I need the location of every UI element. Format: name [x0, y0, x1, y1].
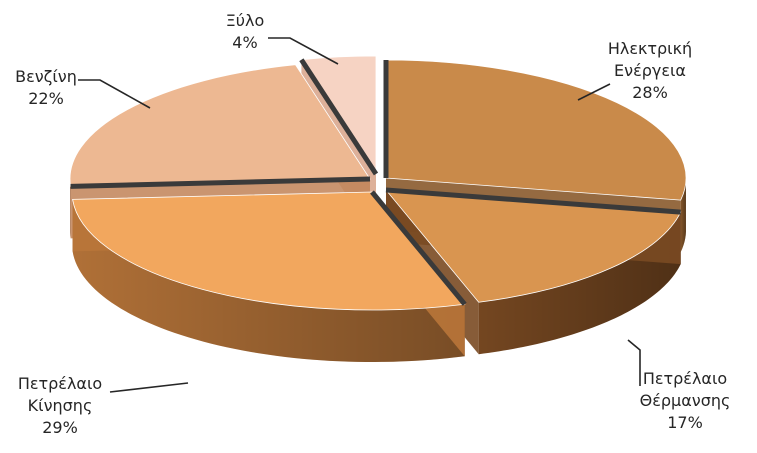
slice-3[interactable] [69, 64, 371, 187]
slice-label-line: Ξύλο [226, 11, 265, 30]
slice-side-shade-2 [72, 199, 465, 362]
slice-separator-1 [385, 187, 681, 215]
slice-separator-2 [370, 190, 467, 306]
slice-label-line: Πετρέλαιο [643, 369, 727, 388]
slice-side-shade-0 [680, 176, 686, 253]
slice-label-line: Ηλεκτρική [608, 39, 692, 58]
slice-side-shade-3 [70, 178, 71, 239]
slice-label-line: 17% [667, 413, 703, 432]
slice-label-line: 29% [42, 418, 78, 437]
slice-label-line: 28% [632, 83, 668, 102]
slice-label-line: 4% [232, 33, 257, 52]
leader-line-4 [268, 37, 339, 65]
slice-labels: Ηλεκτρική Ενέργεια 28% Πετρέλαιο Θέρμανσης 17… [15, 11, 730, 437]
slice-label-4: Ξύλο 4% [226, 11, 265, 52]
slice-label-2: Πετρέλαιο Κίνησης 29% [18, 374, 102, 437]
slice-label-3: Βενζίνη 22% [15, 67, 77, 108]
slice-separator-3 [70, 176, 371, 189]
leader-line-2 [109, 382, 189, 393]
leader-line-0 [577, 83, 611, 101]
slice-label-line: Βενζίνη [15, 67, 77, 86]
slice-1[interactable] [385, 189, 682, 303]
slice-side-shade-1 [478, 212, 681, 355]
slice-label-line: Κίνησης [28, 396, 93, 415]
slice-label-line: Θέρμανσης [640, 391, 731, 410]
slice-label-line: Ενέργεια [614, 61, 686, 80]
slice-label-line: 22% [28, 89, 64, 108]
pie-slices [69, 55, 687, 311]
slice-label-0: Ηλεκτρική Ενέργεια 28% [608, 39, 692, 102]
slice-separator-4 [299, 58, 379, 176]
slice-label-line: Πετρέλαιο [18, 374, 102, 393]
leader-line-1 [627, 339, 641, 386]
slice-label-1: Πετρέλαιο Θέρμανσης 17% [640, 369, 731, 432]
slice-0[interactable] [385, 59, 687, 201]
slice-2[interactable] [72, 191, 466, 311]
leader-line-3 [78, 79, 151, 109]
